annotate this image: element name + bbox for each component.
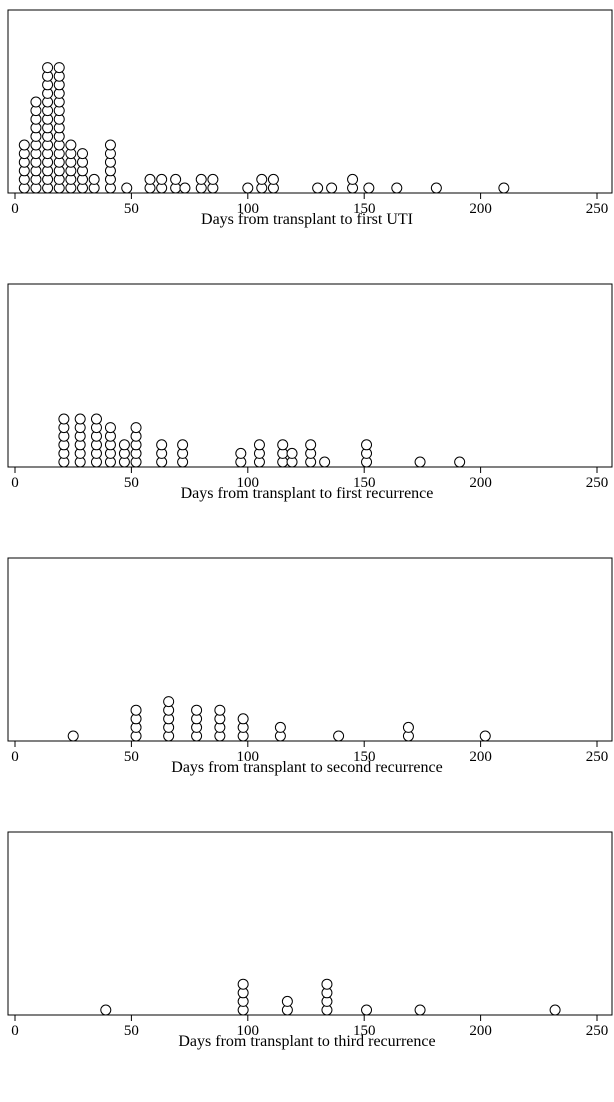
x-axis-label: Days from transplant to second recurrenc… [171,759,443,776]
data-point [363,182,375,194]
x-tick-label: 0 [11,201,19,217]
data-point [242,182,254,194]
data-point [58,413,70,425]
data-point [74,413,86,425]
data-point [549,1004,561,1016]
data-point [277,439,289,451]
data-point [156,173,168,185]
x-tick-label: 100 [237,1023,260,1039]
x-tick-label: 100 [237,475,260,491]
data-point [319,456,331,468]
x-tick-label: 200 [469,201,492,217]
x-tick-label: 50 [124,1023,139,1039]
data-point [498,182,510,194]
x-tick-label: 200 [469,1023,492,1039]
data-point [430,182,442,194]
data-point [237,978,249,990]
data-point [281,995,293,1007]
x-tick-label: 150 [353,749,376,765]
data-point [391,182,403,194]
x-axis-label: Days from transplant to third recurrence [178,1033,436,1050]
plot-frame [7,9,613,194]
data-point [121,182,133,194]
x-tick-label: 150 [353,475,376,491]
data-point [326,182,338,194]
data-point [321,978,333,990]
x-tick-label: 0 [11,475,19,491]
x-tick-label: 50 [124,475,139,491]
data-point [195,173,207,185]
data-point [130,422,142,434]
x-tick-label: 200 [469,475,492,491]
x-tick-label: 100 [237,749,260,765]
data-point [214,704,226,716]
data-point [235,447,247,459]
data-point [104,139,116,151]
dot-plot-first-uti: 0 50 100 150 200 250 Days from transplant to … [0,0,614,270]
plot-area: 0 50 100 150 200 250 [7,831,613,1039]
x-axis-label: Days from transplant to first recurrence [180,485,434,502]
plot-frame [7,831,613,1016]
data-point [130,704,142,716]
data-point [18,139,30,151]
data-point [402,721,414,733]
data-point [312,182,324,194]
data-point [65,139,77,151]
data-point [479,730,491,742]
data-point [207,173,219,185]
data-point [191,704,203,716]
x-tick-label: 100 [237,201,260,217]
plot-area: 0 50 100 150 200 250 [7,9,613,217]
data-point [414,456,426,468]
x-tick-label: 250 [586,475,609,491]
data-point [361,439,373,451]
x-tick-label: 250 [586,1023,609,1039]
x-tick-label: 250 [586,749,609,765]
x-tick-label: 250 [586,201,609,217]
data-point [67,730,79,742]
data-point [414,1004,426,1016]
data-point [347,173,359,185]
dot-plot-second-recurrence: 0 50 100 150 200 250 Days from transplant to … [0,548,614,818]
data-point [179,182,191,194]
x-tick-label: 0 [11,1023,19,1039]
data-point [53,62,65,74]
data-point [104,422,116,434]
data-point [42,62,54,74]
x-tick-label: 50 [124,749,139,765]
data-point [118,439,130,451]
data-point [156,439,168,451]
data-point [90,413,102,425]
x-axis-label: Days from transplant to first UTI [201,211,413,228]
data-point [144,173,156,185]
x-tick-label: 150 [353,1023,376,1039]
x-tick-label: 200 [469,749,492,765]
data-point [163,696,175,708]
data-point [305,439,317,451]
plot-area: 0 50 100 150 200 250 [7,557,613,765]
data-point [253,439,265,451]
data-point [100,1004,112,1016]
dot-plot-first-recurrence: 0 50 100 150 200 250 Days from transplant to … [0,274,614,544]
data-point [77,148,89,160]
data-point [454,456,466,468]
data-point [237,713,249,725]
data-point [30,96,42,108]
x-tick-label: 0 [11,749,19,765]
data-point [267,173,279,185]
data-point [333,730,345,742]
dot-plot-third-recurrence: 0 50 100 150 200 250 Days from transplant to … [0,822,614,1092]
data-point [88,173,100,185]
data-point [286,447,298,459]
data-point [256,173,268,185]
data-point [177,439,189,451]
data-point [361,1004,373,1016]
data-point [274,721,286,733]
x-tick-label: 150 [353,201,376,217]
plot-area: 0 50 100 150 200 250 [7,283,613,491]
plot-frame [7,557,613,742]
data-point [170,173,182,185]
x-tick-label: 50 [124,201,139,217]
